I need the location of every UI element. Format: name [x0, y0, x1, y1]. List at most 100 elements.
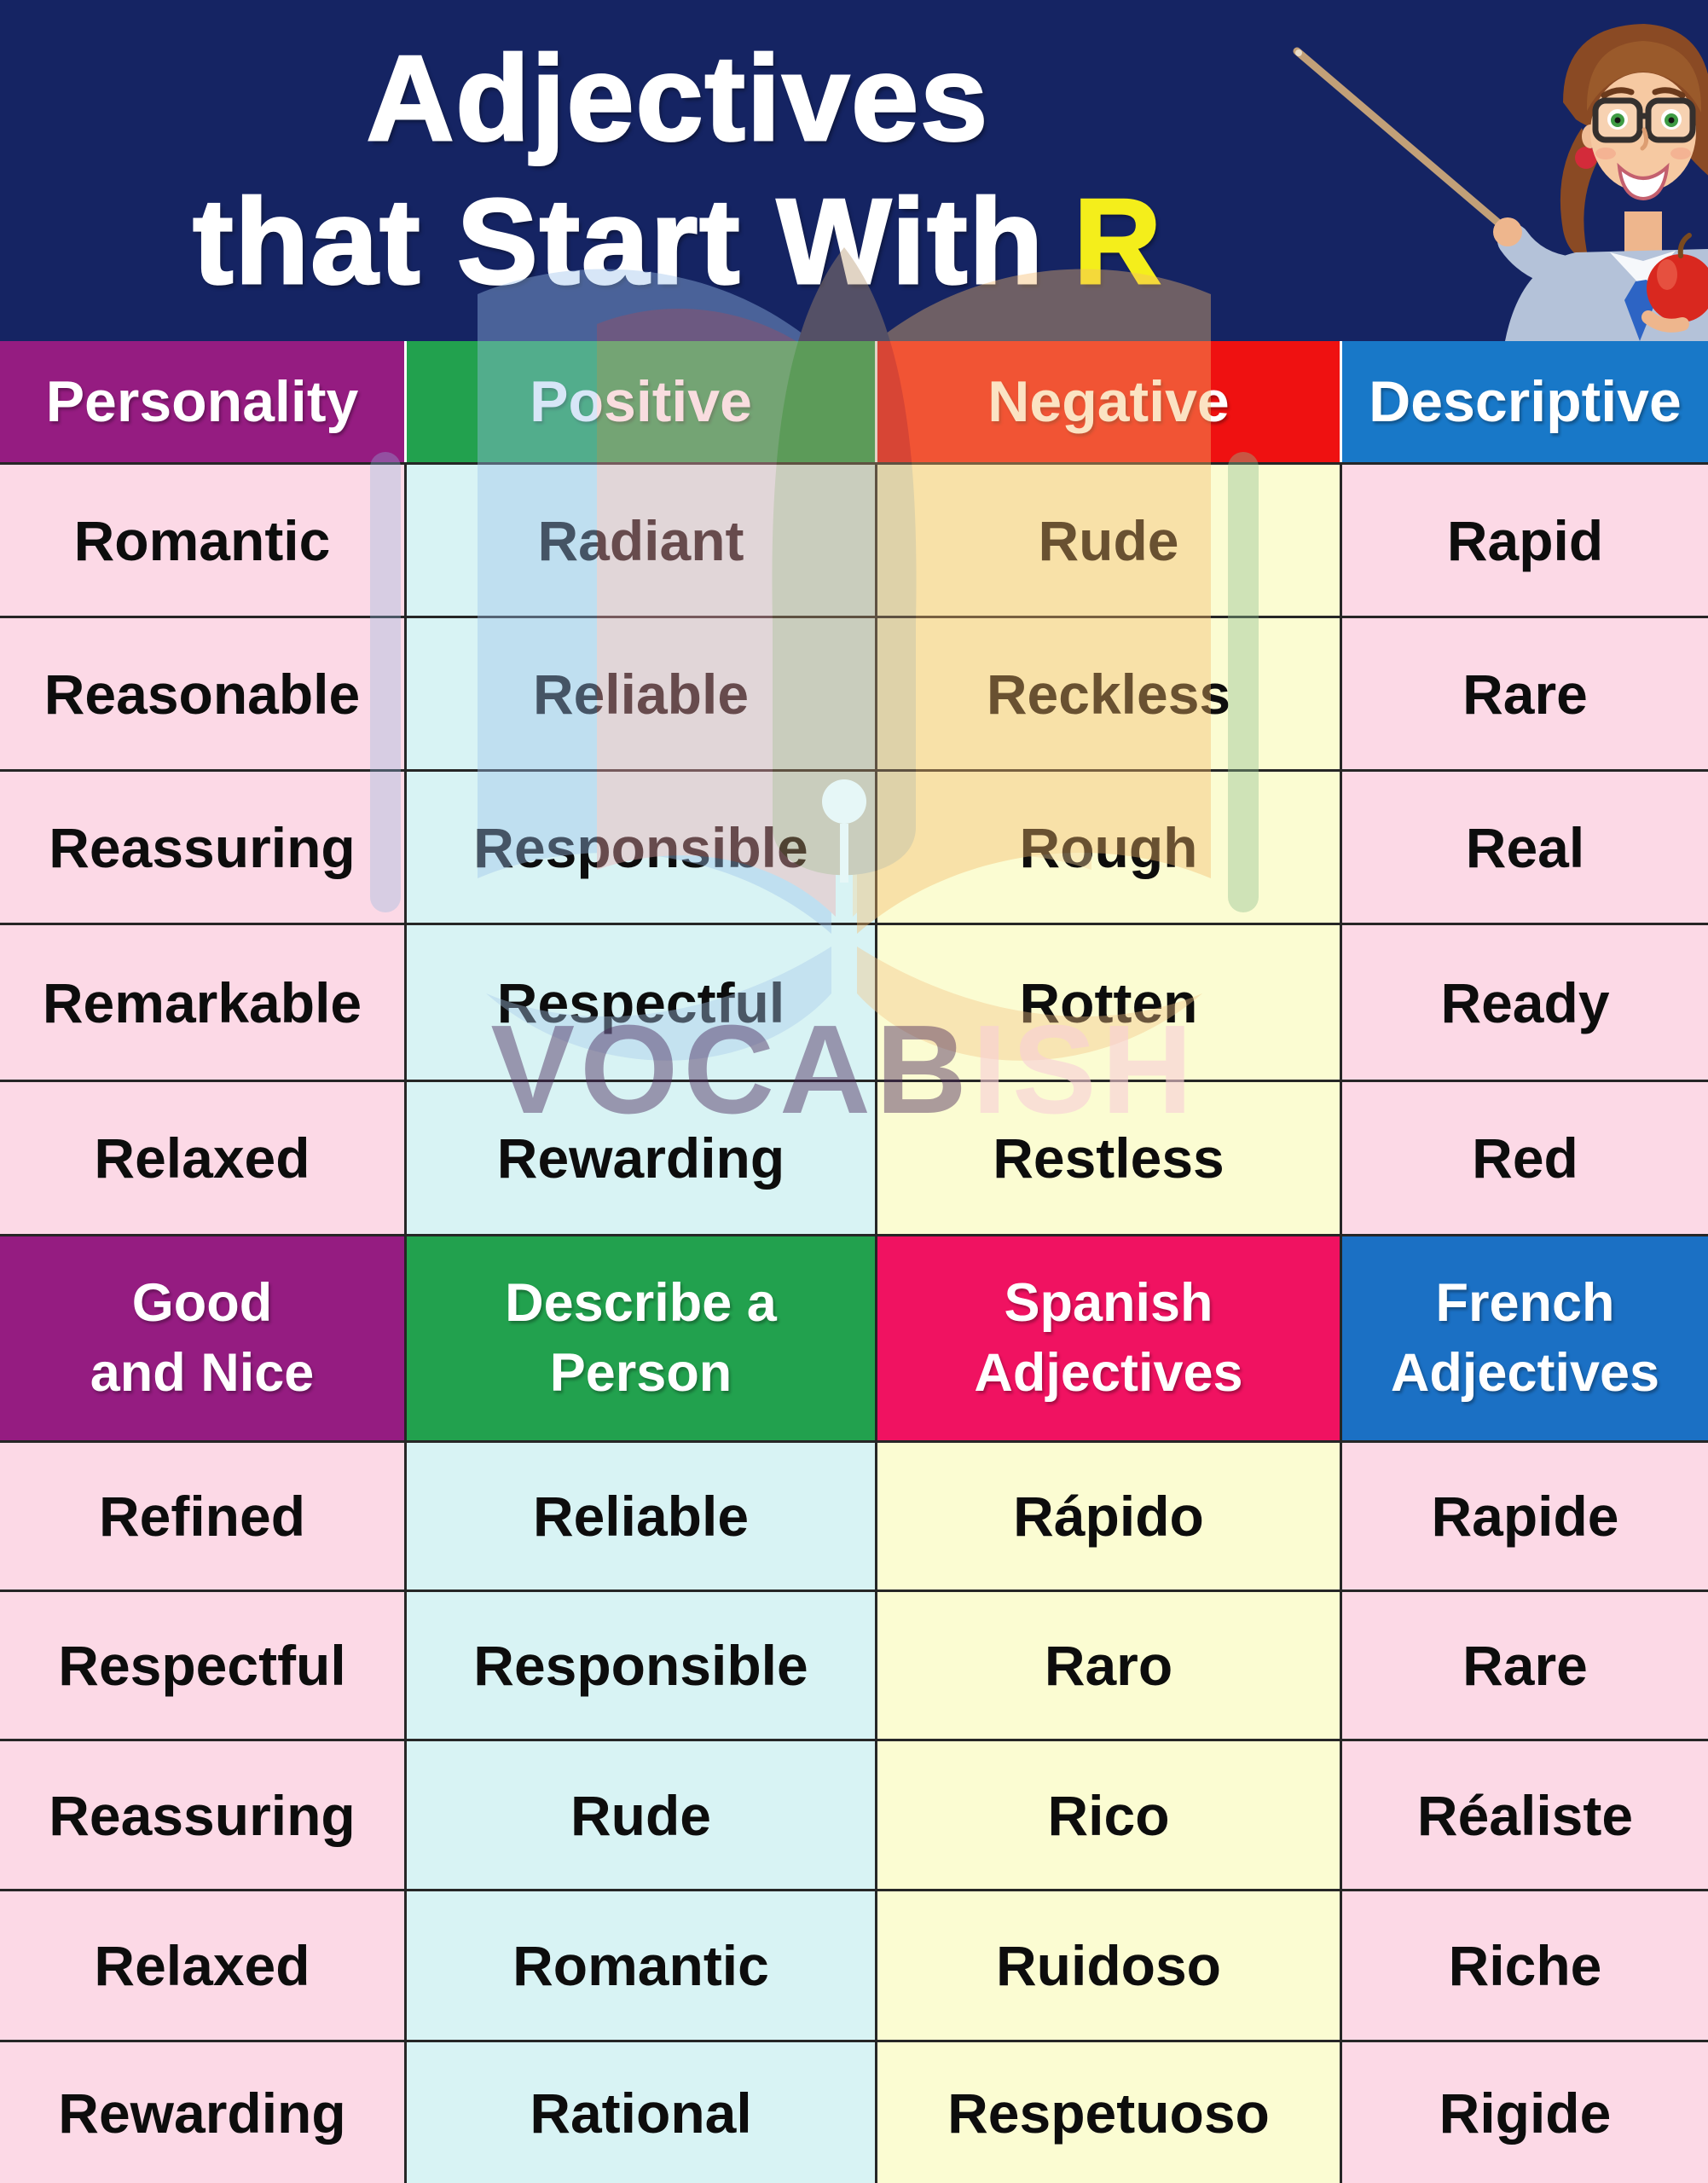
table-cell: Rational [407, 2042, 875, 2183]
table-cell: Reliable [407, 1443, 875, 1589]
table-cell: Reassuring [0, 772, 404, 923]
table-cell: Remarkable [0, 925, 404, 1080]
table-cell: Responsible [407, 1592, 875, 1739]
table-cell: Riche [1342, 1891, 1708, 2040]
cell-text: Rough [1019, 815, 1198, 879]
table-cell: Real [1342, 772, 1708, 923]
column-header-spanish-adjectives: Spanish Adjectives [877, 1236, 1340, 1440]
cell-text: Reckless [986, 662, 1231, 726]
table-cell: Rotten [877, 925, 1340, 1080]
table-cell: Rico [877, 1741, 1340, 1889]
cell-text: Remarkable [42, 970, 362, 1034]
column-header-french-adjectives: French Adjectives [1342, 1236, 1708, 1440]
table-cell: Rápido [877, 1443, 1340, 1589]
cell-text: Riche [1448, 1934, 1602, 1997]
cell-text: Red [1472, 1126, 1578, 1190]
cell-text: Rapid [1446, 508, 1604, 572]
table-cell: Respectful [0, 1592, 404, 1739]
table-cell: Ruidoso [877, 1891, 1340, 2040]
header-label: and Nice [90, 1342, 315, 1403]
header-label: Adjectives [1390, 1342, 1660, 1403]
table-cell: Reliable [407, 618, 875, 769]
table-cell: Relaxed [0, 1082, 404, 1234]
cell-text: Relaxed [94, 1934, 310, 1997]
table-cell: Responsible [407, 772, 875, 923]
cell-text: Rude [1038, 508, 1179, 572]
hero-banner: Adjectives that Start With R [0, 0, 1708, 341]
table-cell: Rigide [1342, 2042, 1708, 2183]
cell-text: Reasonable [43, 662, 361, 726]
cell-text: Radiant [537, 508, 744, 572]
cell-text: Restless [993, 1126, 1225, 1190]
column-header-positive: Positive [407, 341, 875, 462]
table-cell: Restless [877, 1082, 1340, 1234]
column-header-descriptive: Descriptive [1342, 341, 1708, 462]
column-header-good-and-nice: Good and Nice [0, 1236, 404, 1440]
table-cell: Rewarding [0, 2042, 404, 2183]
table-cell: Reasonable [0, 618, 404, 769]
cell-text: Rewarding [496, 1126, 785, 1190]
cell-text: Rewarding [58, 2081, 346, 2145]
cell-text: Respetuoso [947, 2081, 1270, 2145]
cell-text: Ruidoso [996, 1934, 1221, 1997]
table-cell: Relaxed [0, 1891, 404, 2040]
table-cell: Refined [0, 1443, 404, 1589]
table-cell: Rude [877, 465, 1340, 616]
cell-text: Rational [530, 2081, 752, 2145]
cell-text: Romantic [73, 508, 331, 572]
column-header-negative: Negative [877, 341, 1340, 462]
header-label: French [1435, 1272, 1615, 1333]
cell-text: Respectful [58, 1634, 346, 1697]
header-label: Adjectives [974, 1342, 1243, 1403]
cell-text: Raro [1044, 1634, 1173, 1697]
table-cell: Rapide [1342, 1443, 1708, 1589]
table-cell: Respectful [407, 925, 875, 1080]
title-line-2: that Start With R [192, 171, 1163, 314]
header-label: Describe a [505, 1272, 777, 1333]
table-cell: Rare [1342, 618, 1708, 769]
cell-text: Rare [1462, 662, 1588, 726]
cell-text: Rapide [1431, 1485, 1619, 1548]
cell-text: Rigide [1439, 2081, 1612, 2145]
table-cell: Respetuoso [877, 2042, 1340, 2183]
title-highlight-letter: R [1073, 173, 1163, 311]
table-cell: Romantic [0, 465, 404, 616]
cell-text: Rotten [1019, 970, 1198, 1034]
cell-text: Respectful [496, 970, 785, 1034]
title-line-2-text: that Start With [192, 173, 1045, 311]
pointer-stick [1293, 47, 1509, 233]
cell-text: Refined [98, 1485, 306, 1548]
title-line-1: Adjectives [365, 30, 990, 168]
header-label: Positive [530, 369, 752, 434]
header-label: Good [131, 1272, 273, 1333]
cell-text: Reassuring [49, 1783, 356, 1847]
cell-text: Reliable [532, 662, 750, 726]
cell-text: Réaliste [1416, 1783, 1634, 1847]
header-label: Negative [987, 369, 1230, 434]
column-header-describe-a-person: Describe a Person [407, 1236, 875, 1440]
table-cell: Romantic [407, 1891, 875, 2040]
header-label: Personality [45, 369, 359, 434]
cell-text: Relaxed [94, 1126, 310, 1190]
table-cell: Reckless [877, 618, 1340, 769]
table-cell: Réaliste [1342, 1741, 1708, 1889]
column-header-personality: Personality [0, 341, 404, 462]
table-cell: Ready [1342, 925, 1708, 1080]
cell-text: Rico [1047, 1783, 1170, 1847]
table-cell: Rewarding [407, 1082, 875, 1234]
table-cell: Rough [877, 772, 1340, 923]
table-cell: Red [1342, 1082, 1708, 1234]
cell-text: Real [1465, 815, 1585, 879]
cell-text: Romantic [512, 1934, 769, 1997]
table-cell: Rapid [1342, 465, 1708, 616]
teacher-illustration [1293, 24, 1708, 341]
header-label: Spanish [1004, 1272, 1213, 1333]
adjectives-table: Personality Positive Negative Descriptiv… [0, 341, 1708, 2183]
cell-text: Ready [1440, 970, 1610, 1034]
table-cell: Rare [1342, 1592, 1708, 1739]
header-label: Descriptive [1369, 369, 1682, 434]
page-title: Adjectives that Start With R [0, 0, 1356, 341]
table-cell: Raro [877, 1592, 1340, 1739]
table-cell: Rude [407, 1741, 875, 1889]
